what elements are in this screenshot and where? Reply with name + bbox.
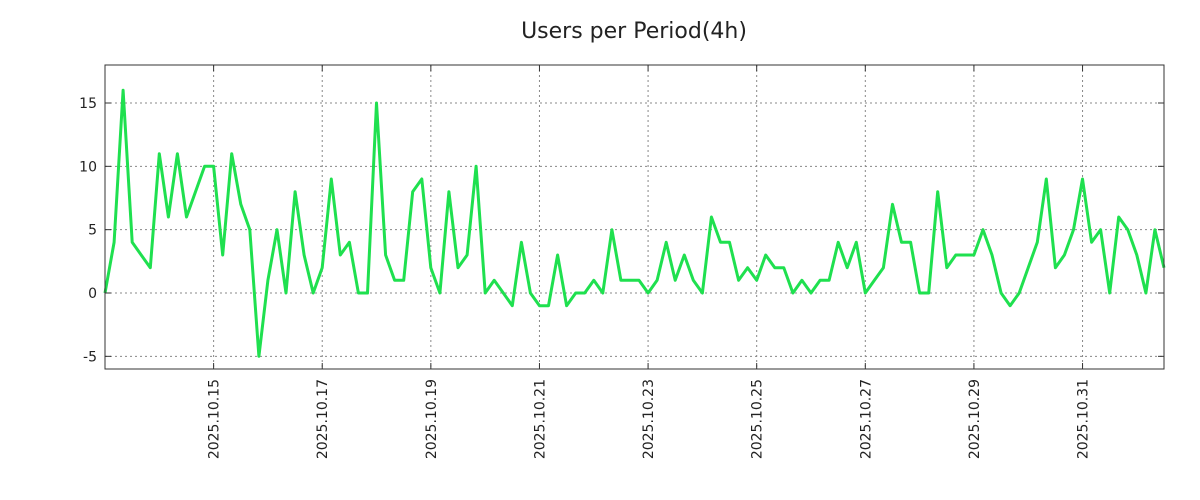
series-layer (103, 88, 1166, 358)
x-tick-label: 2025.10.15 (207, 379, 223, 459)
x-tick-label: 2025.10.27 (858, 379, 874, 459)
y-tick-label: 0 (88, 286, 97, 302)
y-tick-label: -5 (83, 349, 97, 365)
series-line-0 (103, 88, 1166, 358)
x-tick-label: 2025.10.21 (532, 379, 548, 459)
x-tick-label: 2025.10.17 (315, 379, 331, 459)
x-tick-label: 2025.10.25 (750, 379, 766, 459)
plot-frame (104, 64, 1165, 370)
y-tick-label: 10 (79, 159, 97, 175)
chart-title: Users per Period(4h) (521, 19, 747, 44)
y-axis: -5 0 5 10 15 (79, 96, 1164, 365)
y-tick-label: 15 (79, 96, 97, 112)
x-axis: 2025.10.15 2025.10.17 2025.10.19 2025.10.21… (207, 65, 1092, 459)
x-tick-label: 2025.10.31 (1076, 379, 1092, 459)
grid (105, 65, 1164, 369)
y-tick-label: 5 (88, 223, 97, 239)
x-tick-label: 2025.10.29 (967, 379, 983, 459)
x-tick-label: 2025.10.23 (641, 379, 657, 459)
x-tick-label: 2025.10.19 (424, 379, 440, 459)
